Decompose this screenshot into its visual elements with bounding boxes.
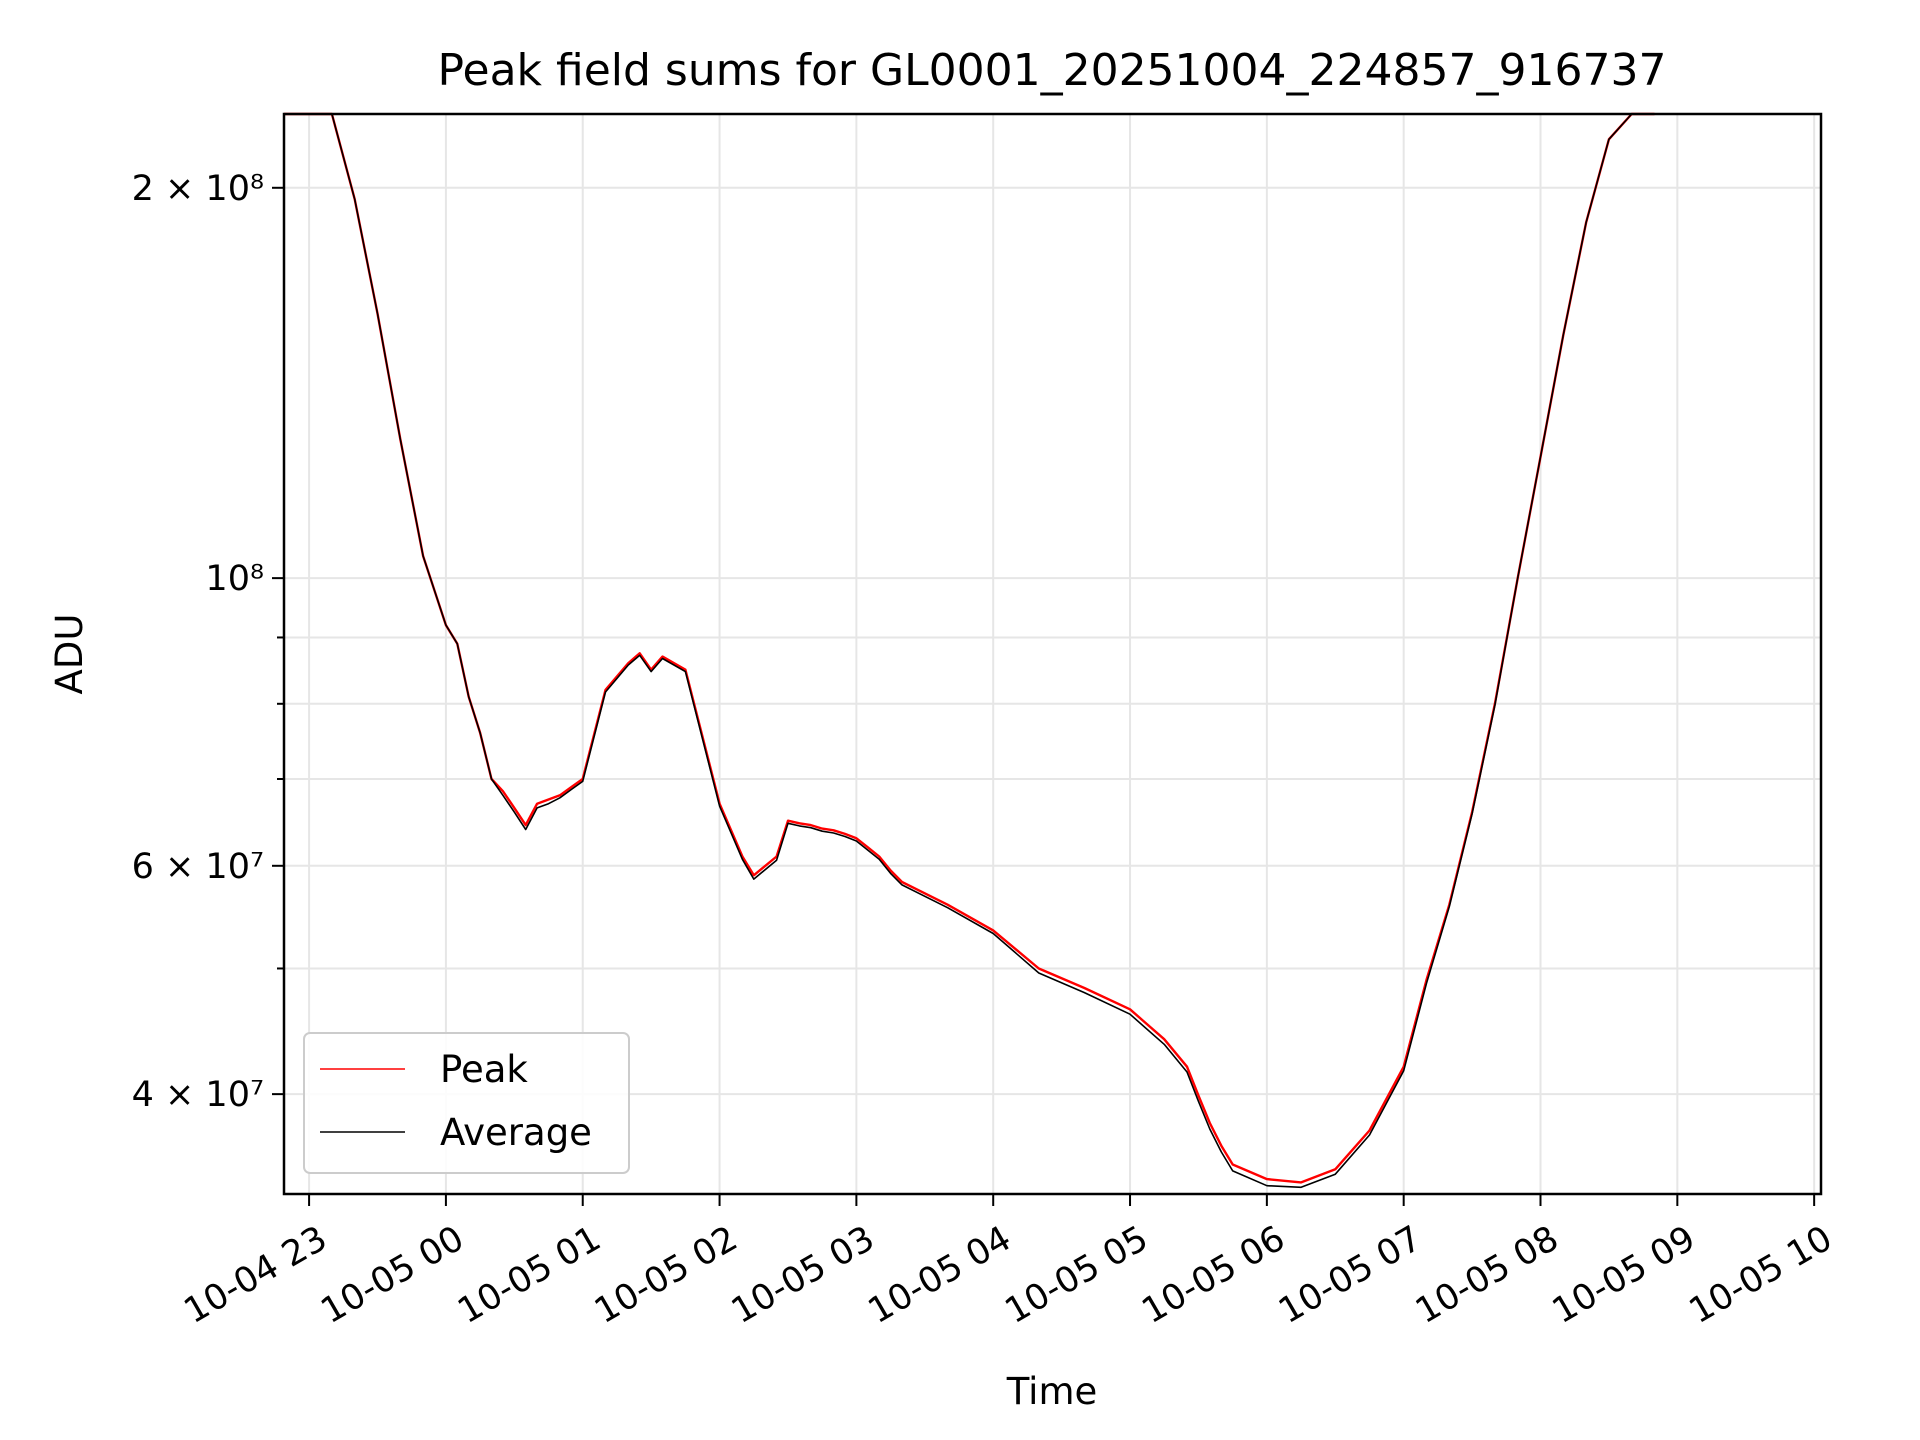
gridlines [284,114,1821,1194]
legend-label-average: Average [440,1111,592,1154]
y-axis: 4 × 10⁷ 6 × 10⁷ 10⁸ 2 × 10⁸ [132,169,284,1115]
legend-label-peak: Peak [440,1048,528,1091]
plot-frame [282,112,1823,1196]
chart-title: Peak field sums for GL0001_20251004_2248… [438,45,1667,96]
y-tick-label: 6 × 10⁷ [132,847,264,887]
legend: Peak Average [303,1032,630,1174]
legend-box [303,1032,630,1174]
series-lines [284,112,1655,1189]
series-line-average [284,113,1655,1189]
x-axis-label: Time [1006,1370,1098,1413]
y-tick-label: 2 × 10⁸ [132,169,264,209]
series-line-peak [284,112,1655,1184]
y-tick-label: 4 × 10⁷ [132,1075,264,1115]
y-tick-label: 10⁸ [205,559,264,599]
y-axis-label: ADU [48,614,91,695]
